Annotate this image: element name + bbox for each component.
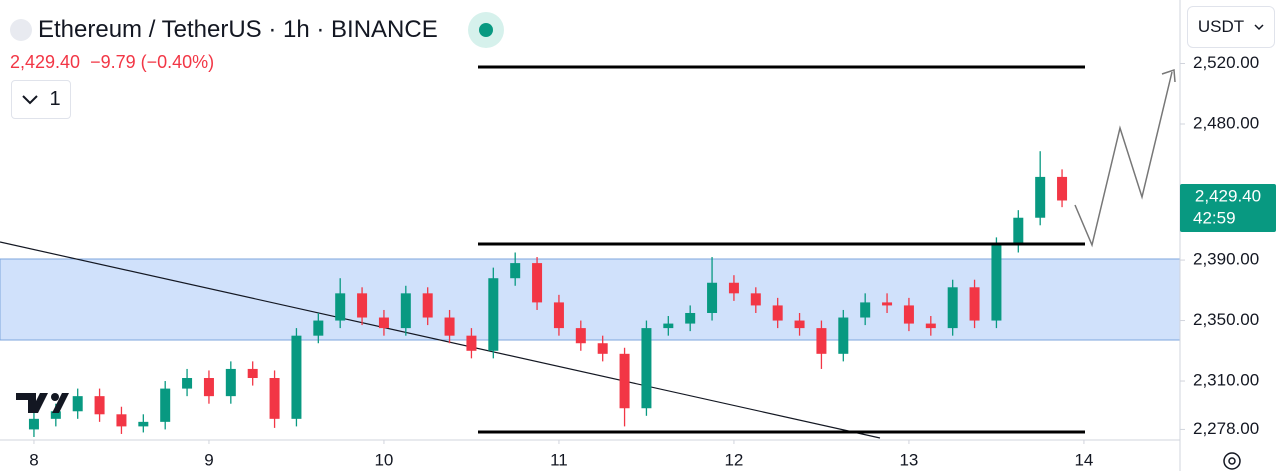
x-tick-label: 13: [899, 450, 918, 469]
candle-body: [466, 335, 477, 351]
price-line: 2,429.40 −9.79 (−0.40%): [10, 52, 214, 73]
candle-body: [138, 421, 149, 427]
candle-body: [400, 293, 411, 329]
last-price-label: 2,429.40: [1195, 186, 1261, 205]
x-tick-label: 10: [374, 450, 393, 469]
trendline: [0, 241, 881, 439]
indicator-count: 1: [49, 88, 61, 110]
x-tick-label: 9: [204, 450, 213, 469]
x-tick-label: 14: [1074, 450, 1093, 469]
candle-body: [357, 293, 368, 318]
candle-body: [750, 293, 761, 306]
candle-body: [160, 388, 171, 422]
candle-body: [510, 263, 521, 279]
candle-body: [28, 418, 39, 430]
zone: [0, 258, 1181, 341]
candle-body: [663, 323, 674, 329]
candle-body: [116, 414, 127, 427]
candle-body: [269, 378, 280, 419]
candle-body: [860, 302, 871, 318]
candle-body: [313, 320, 324, 336]
candles: [28, 151, 1068, 437]
last-price-box: [1180, 184, 1276, 232]
candle-body: [619, 353, 630, 409]
price-change: −9.79 (−0.40%): [90, 52, 215, 72]
price: 2,429.40: [10, 52, 81, 72]
candle-body: [94, 396, 105, 415]
settings-icon[interactable]: [1223, 452, 1241, 470]
candle-body: [378, 317, 389, 329]
candle-body: [772, 305, 783, 321]
candle-body: [597, 343, 608, 354]
symbol-header: Ethereum / TetherUS · 1h · BINANCE: [10, 12, 504, 48]
x-tick-label: 11: [550, 450, 568, 469]
y-tick-label: 2,520.00: [1193, 53, 1259, 72]
projection: [1074, 71, 1173, 248]
candle-body: [247, 368, 258, 379]
candle-body: [1057, 176, 1068, 201]
tv-logo: [16, 393, 69, 413]
candle-body: [969, 287, 980, 321]
candle-body: [444, 317, 455, 336]
candle-body: [203, 378, 214, 397]
symbol-title: Ethereum / TetherUS · 1h · BINANCE: [38, 16, 438, 43]
candle-body: [685, 312, 696, 324]
candle-body: [991, 244, 1002, 321]
candle-body: [1035, 176, 1046, 218]
candle-body: [925, 323, 936, 329]
currency: USDT: [1197, 17, 1245, 36]
candle-body: [1013, 217, 1024, 245]
symbol-icon: [10, 19, 32, 41]
x-tick-label: 8: [29, 450, 38, 469]
candle-body: [422, 293, 433, 318]
candle-body: [50, 411, 61, 419]
countdown: 42:59: [1193, 208, 1236, 227]
candle-body: [553, 302, 564, 329]
y-tick-label: 2,278.00: [1193, 419, 1259, 438]
chevron: [1254, 24, 1264, 31]
candle-body: [335, 293, 346, 321]
candle-body: [947, 287, 958, 329]
candle-body: [707, 282, 718, 313]
candle-body: [291, 335, 302, 419]
candle-body: [728, 282, 739, 294]
y-tick-label: 2,480.00: [1193, 113, 1259, 132]
candle-body: [488, 278, 499, 351]
y-tick-label: 2,390.00: [1193, 250, 1259, 269]
candle-body: [903, 305, 914, 324]
candle-body: [532, 263, 543, 303]
candle-body: [641, 328, 652, 409]
y-tick-label: 2,310.00: [1193, 371, 1259, 390]
candle-body: [882, 302, 893, 306]
projection-arrow: [1161, 68, 1176, 83]
candle-body: [838, 317, 849, 354]
candle-body: [794, 320, 805, 329]
y-tick-label: 2,350.00: [1193, 310, 1259, 329]
candle-body: [816, 328, 827, 354]
currency-select[interactable]: USDT: [1187, 6, 1275, 48]
candle-body: [225, 368, 236, 397]
candle-body: [575, 328, 586, 344]
status-indicator: [467, 12, 504, 48]
candle-body: [182, 378, 193, 389]
indicator-toggle[interactable]: 1: [11, 80, 71, 119]
chevron: [22, 94, 39, 104]
x-tick-label: 12: [724, 450, 743, 469]
candle-body: [72, 396, 83, 412]
